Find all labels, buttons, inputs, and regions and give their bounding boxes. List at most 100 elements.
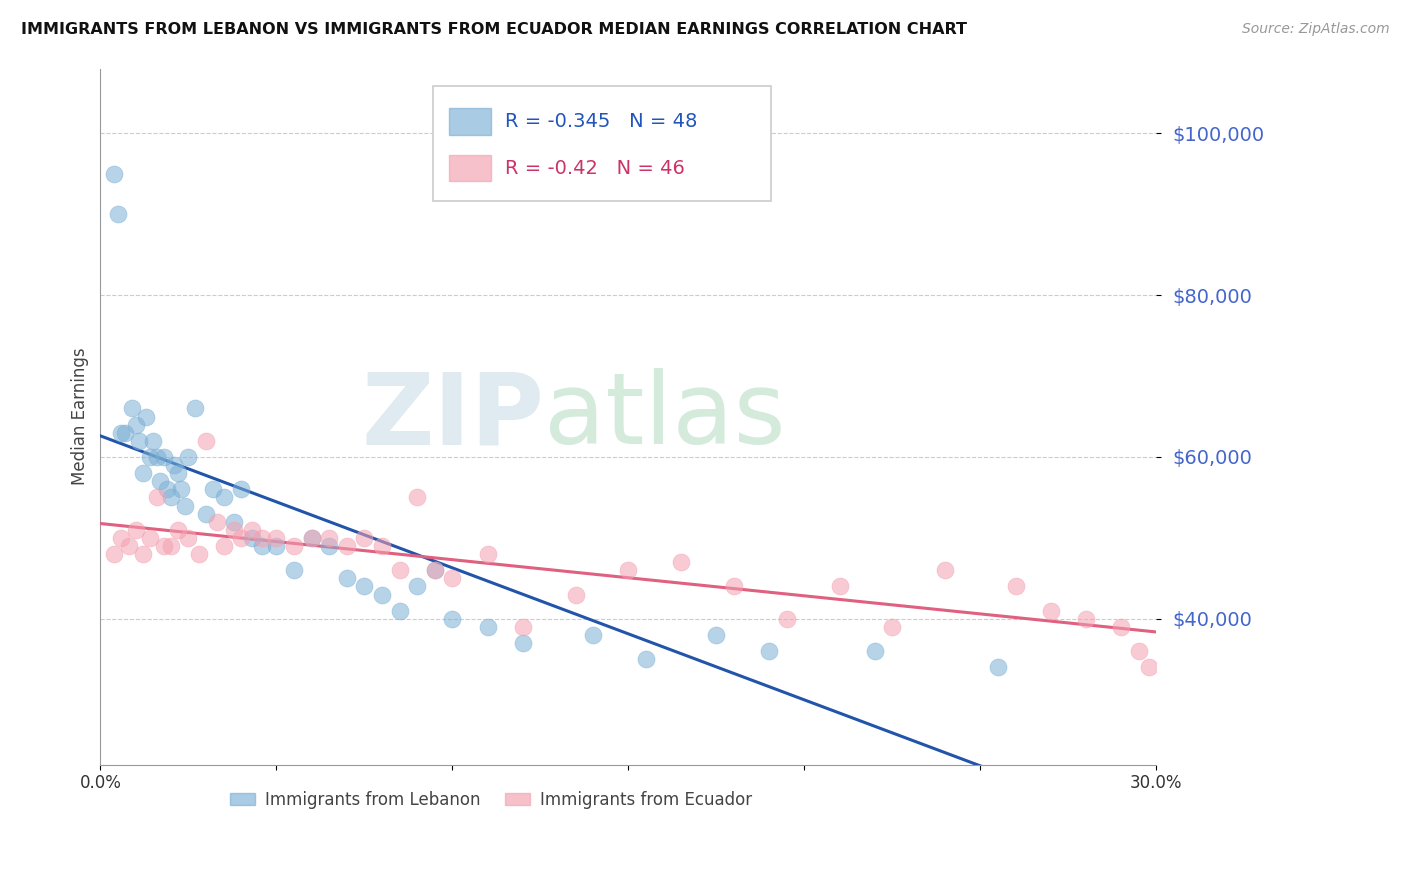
Point bbox=[634, 652, 657, 666]
Point bbox=[283, 563, 305, 577]
Point bbox=[371, 539, 394, 553]
Point bbox=[406, 491, 429, 505]
Point bbox=[336, 571, 359, 585]
Point bbox=[184, 401, 207, 416]
Point bbox=[406, 579, 429, 593]
Point bbox=[252, 539, 274, 553]
Point bbox=[177, 450, 200, 464]
Point bbox=[758, 644, 780, 658]
Point bbox=[194, 434, 217, 448]
Point bbox=[423, 563, 446, 577]
Point bbox=[828, 579, 851, 593]
Point bbox=[283, 539, 305, 553]
Point bbox=[117, 539, 139, 553]
Point bbox=[301, 531, 323, 545]
Point bbox=[252, 531, 274, 545]
Point bbox=[669, 555, 692, 569]
Point bbox=[145, 491, 167, 505]
Point bbox=[1137, 660, 1160, 674]
Point bbox=[231, 483, 253, 497]
Point bbox=[266, 539, 288, 553]
Point bbox=[512, 620, 534, 634]
Point bbox=[353, 531, 375, 545]
Point bbox=[177, 531, 200, 545]
Point bbox=[145, 450, 167, 464]
Point bbox=[1128, 644, 1150, 658]
Point bbox=[103, 547, 125, 561]
Text: IMMIGRANTS FROM LEBANON VS IMMIGRANTS FROM ECUADOR MEDIAN EARNINGS CORRELATION C: IMMIGRANTS FROM LEBANON VS IMMIGRANTS FR… bbox=[21, 22, 967, 37]
Point bbox=[1109, 620, 1132, 634]
Point bbox=[318, 539, 340, 553]
Point bbox=[564, 588, 586, 602]
Point bbox=[388, 563, 411, 577]
Point bbox=[231, 531, 253, 545]
Point bbox=[201, 483, 224, 497]
Point bbox=[301, 531, 323, 545]
Point bbox=[152, 539, 174, 553]
Point bbox=[152, 450, 174, 464]
Text: R = -0.42   N = 46: R = -0.42 N = 46 bbox=[505, 159, 685, 178]
Point bbox=[138, 450, 160, 464]
Bar bbox=[449, 108, 491, 135]
Point bbox=[170, 483, 193, 497]
Point bbox=[187, 547, 209, 561]
Point bbox=[124, 523, 146, 537]
Text: atlas: atlas bbox=[544, 368, 786, 465]
Point bbox=[121, 401, 143, 416]
Point bbox=[240, 523, 263, 537]
Point bbox=[163, 458, 186, 472]
Point bbox=[706, 628, 728, 642]
Point bbox=[987, 660, 1010, 674]
Point bbox=[142, 434, 165, 448]
Point bbox=[582, 628, 605, 642]
Point bbox=[212, 539, 235, 553]
Point bbox=[103, 167, 125, 181]
Point bbox=[1039, 604, 1062, 618]
Point bbox=[266, 531, 288, 545]
Point bbox=[371, 588, 394, 602]
Point bbox=[159, 491, 181, 505]
Point bbox=[477, 620, 499, 634]
FancyBboxPatch shape bbox=[433, 86, 770, 201]
Y-axis label: Median Earnings: Median Earnings bbox=[72, 348, 89, 485]
Point bbox=[110, 531, 132, 545]
Point bbox=[107, 207, 129, 221]
Point bbox=[388, 604, 411, 618]
Point bbox=[882, 620, 904, 634]
Point bbox=[212, 491, 235, 505]
Point bbox=[159, 539, 181, 553]
Point bbox=[423, 563, 446, 577]
Point bbox=[173, 499, 195, 513]
Point bbox=[477, 547, 499, 561]
Point bbox=[353, 579, 375, 593]
Point bbox=[131, 466, 153, 480]
Text: R = -0.345   N = 48: R = -0.345 N = 48 bbox=[505, 112, 697, 131]
Point bbox=[194, 507, 217, 521]
Point bbox=[149, 475, 172, 489]
Point bbox=[166, 523, 188, 537]
Point bbox=[1074, 612, 1097, 626]
Point bbox=[138, 531, 160, 545]
Point bbox=[240, 531, 263, 545]
Point bbox=[934, 563, 956, 577]
Point bbox=[224, 515, 246, 529]
Point bbox=[124, 417, 146, 432]
Point bbox=[166, 466, 188, 480]
Point bbox=[441, 571, 464, 585]
Point bbox=[336, 539, 359, 553]
Text: ZIP: ZIP bbox=[361, 368, 544, 465]
Legend: Immigrants from Lebanon, Immigrants from Ecuador: Immigrants from Lebanon, Immigrants from… bbox=[224, 784, 759, 815]
Point bbox=[114, 425, 136, 440]
Point bbox=[512, 636, 534, 650]
Point bbox=[863, 644, 886, 658]
Point bbox=[128, 434, 150, 448]
Point bbox=[441, 612, 464, 626]
Point bbox=[110, 425, 132, 440]
Point bbox=[776, 612, 799, 626]
Point bbox=[135, 409, 157, 424]
Bar bbox=[449, 155, 491, 181]
Point bbox=[224, 523, 246, 537]
Point bbox=[617, 563, 640, 577]
Point bbox=[156, 483, 179, 497]
Point bbox=[131, 547, 153, 561]
